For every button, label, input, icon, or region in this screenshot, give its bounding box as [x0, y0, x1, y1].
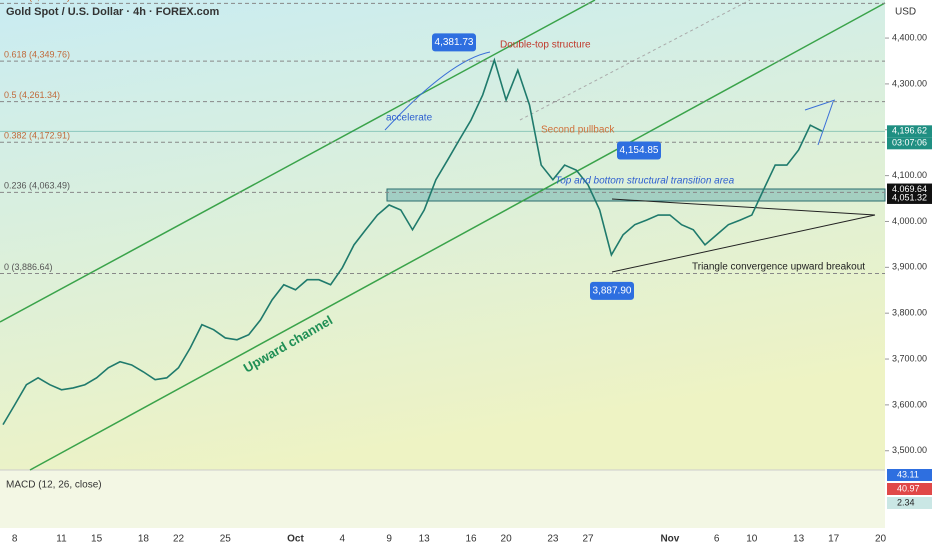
x-tick-label: 4 — [340, 534, 346, 545]
macd-tag — [887, 469, 932, 481]
x-tick-label: 6 — [714, 534, 720, 545]
axis-tag — [887, 191, 932, 204]
axis-tag-label: 4,196.62 — [892, 126, 927, 136]
x-tick-label: Oct — [287, 534, 304, 545]
chart-title: Gold Spot / U.S. Dollar · 4h · FOREX.com — [6, 6, 220, 18]
y-tick-label: 3,600.00 — [892, 399, 927, 409]
fib-label: 0 (3,886.64) — [4, 262, 53, 272]
macd-tag — [887, 497, 932, 509]
plot-bg — [0, 0, 885, 470]
channel-lower — [29, 2, 886, 471]
x-tick-label: 11 — [56, 534, 67, 545]
annotation: Triangle convergence upward breakout — [692, 262, 865, 273]
annotation: Top and bottom structural transition are… — [555, 176, 735, 187]
x-tick-label: 13 — [793, 534, 805, 545]
y-tick-label: 3,900.00 — [892, 262, 927, 272]
price-tag-label: 4,154.85 — [620, 145, 659, 156]
axis-tag — [887, 125, 932, 138]
fib-label: 0.236 (4,063.49) — [4, 181, 70, 191]
macd-tag — [887, 483, 932, 495]
y-tick-label: 4,000.00 — [892, 216, 927, 226]
fib-label: 0.5 (4,261.34) — [4, 90, 60, 100]
x-tick-label: 17 — [828, 534, 840, 545]
y-tick-label: 3,700.00 — [892, 353, 927, 363]
triangle-upper — [611, 198, 876, 216]
fib-label: 0.382 (4,172.91) — [4, 131, 70, 141]
x-tick-label: 16 — [465, 534, 477, 545]
y-tick-label: 3,500.00 — [892, 445, 927, 455]
price-line — [2, 57, 823, 426]
annotation: Double-top structure — [500, 40, 591, 51]
x-tick-label: 25 — [220, 534, 232, 545]
axis-tag-label: 4,069.64 — [892, 184, 927, 194]
x-tick-label: 27 — [582, 534, 594, 545]
y-tick-label: 4,100.00 — [892, 170, 927, 180]
x-tick-label: 22 — [173, 534, 185, 545]
price-tag-label: 4,381.73 — [435, 37, 474, 48]
macd-label: 40.97 — [897, 483, 920, 493]
time-axis-bg — [0, 528, 885, 550]
macd-bg — [0, 470, 885, 528]
x-tick-label: 20 — [875, 534, 887, 545]
countdown: 03:07:06 — [892, 138, 927, 148]
macd-title: MACD (12, 26, close) — [6, 480, 102, 491]
macd-label: 2.34 — [897, 497, 915, 507]
price-tag-label: 3,887.90 — [593, 286, 632, 297]
x-tick-label: 20 — [501, 534, 513, 545]
annotation: Second pullback — [541, 125, 615, 136]
channel-upper — [0, 0, 596, 323]
y-tick-label: 4,300.00 — [892, 78, 927, 88]
x-tick-label: 10 — [746, 534, 758, 545]
fib-label: 0.618 (4,349.76) — [4, 49, 70, 59]
accelerate-arrow — [384, 51, 491, 131]
price-tag — [617, 141, 661, 160]
countdown-bg — [887, 137, 932, 150]
triangle-lower — [611, 214, 876, 273]
fib-label: 0.786 (4,475.66) — [4, 0, 70, 2]
axis-tag-label: 4,051.32 — [892, 192, 927, 202]
y-tick-label: 3,800.00 — [892, 308, 927, 318]
y-tick-label: 4,400.00 — [892, 32, 927, 42]
transition-zone — [386, 188, 886, 202]
x-tick-label: 13 — [419, 534, 431, 545]
x-tick-label: 8 — [12, 534, 18, 545]
price-axis-bg — [885, 0, 932, 550]
macd-label: 43.11 — [897, 469, 919, 479]
x-tick-label: 18 — [138, 534, 150, 545]
x-tick-label: 15 — [91, 534, 103, 545]
price-tag — [432, 33, 476, 52]
currency: USD — [895, 7, 916, 18]
price-tag — [590, 281, 634, 300]
x-tick-label: 23 — [547, 534, 559, 545]
x-tick-label: 9 — [386, 534, 392, 545]
x-tick-label: Nov — [660, 534, 679, 545]
annotation: accelerate — [386, 113, 433, 124]
channel-mid — [519, 0, 751, 121]
